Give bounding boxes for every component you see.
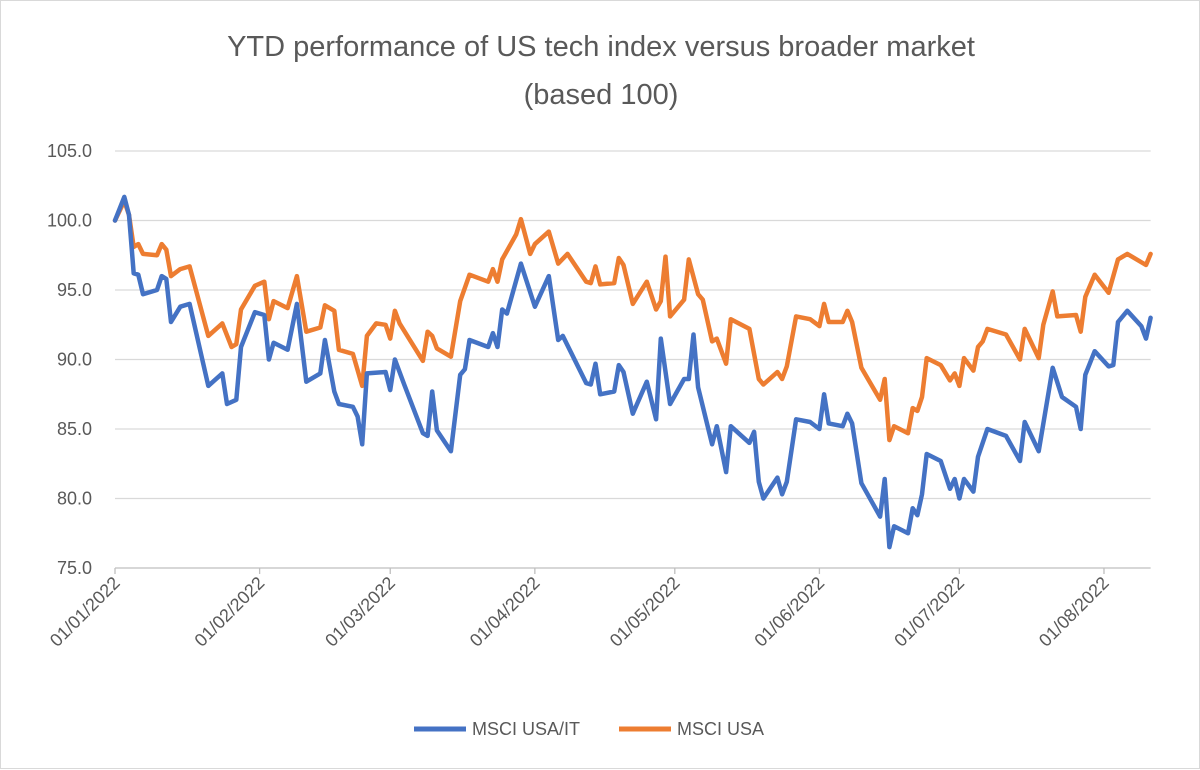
x-tick-label: 01/04/2022: [466, 573, 544, 651]
legend-label-msci-usa: MSCI USA: [677, 719, 764, 739]
x-tick-label: 01/03/2022: [321, 573, 399, 651]
y-tick-label: 80.0: [57, 489, 92, 509]
x-tick-label: 01/02/2022: [191, 573, 269, 651]
series-line-msci-usa: [112, 198, 1153, 443]
x-axis: 01/01/2022 01/02/2022 01/03/2022 01/04/2022…: [46, 568, 1113, 651]
legend-label-msci-usa-it: MSCI USA/IT: [472, 719, 580, 739]
legend-item-msci-usa: MSCI USA: [619, 719, 764, 739]
y-tick-label: 100.0: [47, 211, 92, 231]
gridlines: [115, 150, 1151, 569]
legend: MSCI USA/IT MSCI USA: [414, 719, 764, 739]
x-tick-label: 01/08/2022: [1035, 573, 1113, 651]
y-tick-label: 105.0: [47, 141, 92, 161]
chart-subtitle: (based 100): [524, 79, 679, 111]
x-tick-label: 01/06/2022: [750, 573, 828, 651]
y-tick-label: 85.0: [57, 419, 92, 439]
series-lines: [112, 194, 1153, 550]
x-tick-label: 01/01/2022: [46, 573, 124, 651]
series-line-msci-usa-it: [112, 194, 1153, 550]
y-tick-label: 75.0: [57, 558, 92, 578]
chart-title: YTD performance of US tech index versus …: [227, 31, 975, 63]
y-tick-label: 90.0: [57, 350, 92, 370]
y-tick-label: 95.0: [57, 280, 92, 300]
y-axis: 75.0 80.0 85.0 90.0 95.0 100.0 105.0: [47, 141, 92, 578]
x-tick-label: 01/07/2022: [890, 573, 968, 651]
x-tick-label: 01/05/2022: [606, 573, 684, 651]
legend-item-msci-usa-it: MSCI USA/IT: [414, 719, 580, 739]
